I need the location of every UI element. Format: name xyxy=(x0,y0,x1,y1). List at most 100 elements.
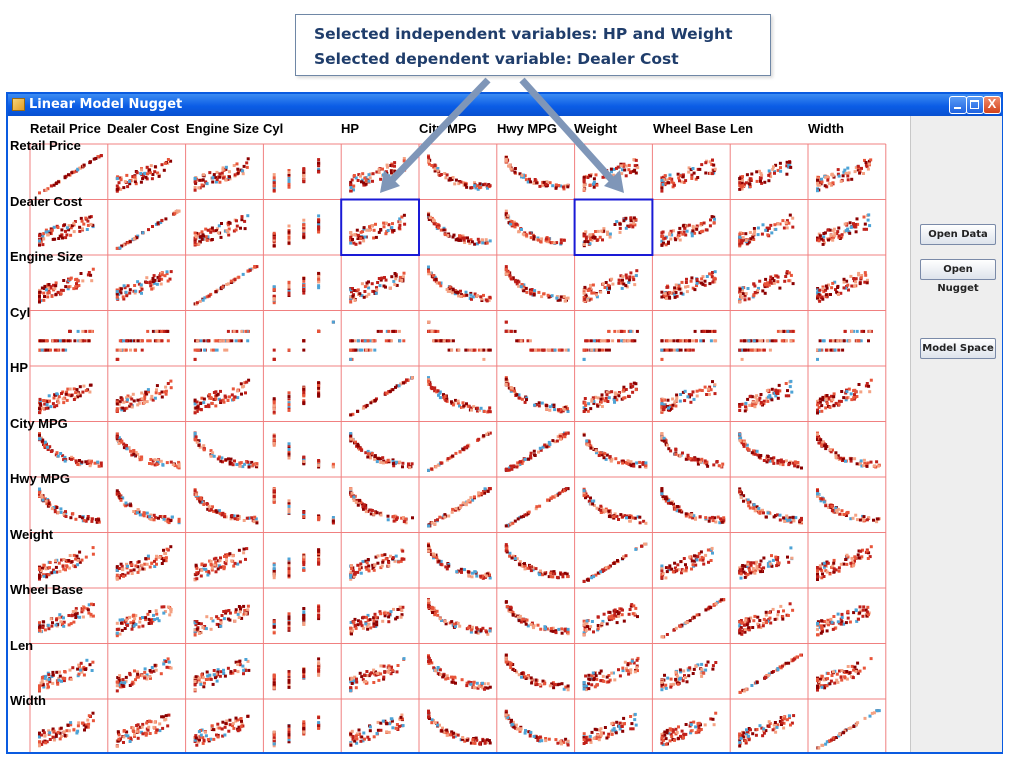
data-point xyxy=(122,243,126,247)
scatter-cell-3-9[interactable] xyxy=(738,329,796,361)
data-point xyxy=(705,460,709,464)
scatterplot-matrix[interactable]: Retail Price Dealer Cost Engine Size Cyl HP C… xyxy=(8,116,910,752)
scatter-cell-4-2[interactable] xyxy=(193,378,251,415)
data-point xyxy=(703,279,707,283)
scatter-cell-4-1[interactable] xyxy=(115,379,173,413)
scatter-cell-4-7[interactable] xyxy=(582,381,638,413)
scatter-cell-5-1[interactable] xyxy=(115,432,181,470)
scatter-cell-2-0[interactable] xyxy=(38,267,95,304)
scatter-cell-5-6[interactable] xyxy=(504,431,570,472)
close-button[interactable]: X xyxy=(983,96,1001,114)
scatter-cell-1-10[interactable] xyxy=(816,213,872,246)
data-point xyxy=(822,241,826,245)
scatter-cell-4-4[interactable] xyxy=(349,376,414,417)
scatter-cell-5-0[interactable] xyxy=(38,432,103,468)
scatter-cell-3-4[interactable] xyxy=(349,329,406,361)
scatter-cell-1-2[interactable] xyxy=(193,214,250,247)
scatter-cell-3-7[interactable] xyxy=(582,329,639,361)
scatter-cell-0-7[interactable] xyxy=(582,158,640,192)
scatter-cell-3-2[interactable] xyxy=(193,329,250,361)
scatter-cell-6-5[interactable] xyxy=(427,487,492,528)
scatter-cell-5-4[interactable] xyxy=(349,432,414,470)
scatter-cell-5-7[interactable] xyxy=(582,432,648,469)
data-point xyxy=(604,397,608,400)
scatter-cell-2-8[interactable] xyxy=(660,270,717,300)
scatter-cell-4-3[interactable] xyxy=(272,381,321,415)
scatter-cell-0-9[interactable] xyxy=(738,160,793,191)
scatter-cell-2-2[interactable] xyxy=(193,265,259,306)
scatter-cell-1-6[interactable] xyxy=(504,209,566,246)
scatter-cell-5-2[interactable] xyxy=(193,431,259,469)
scatter-cell-1-7[interactable] xyxy=(582,216,638,248)
scatter-cell-1-9[interactable] xyxy=(738,213,795,248)
scatter-cell-0-6[interactable] xyxy=(504,155,570,191)
scatter-cell-0-0[interactable] xyxy=(38,154,103,195)
data-point xyxy=(57,180,60,184)
data-point xyxy=(608,232,612,236)
data-point xyxy=(816,399,819,403)
scatter-cell-3-5[interactable] xyxy=(427,320,492,361)
scatter-cell-0-1[interactable] xyxy=(115,158,173,193)
data-point xyxy=(122,408,126,412)
scatter-cell-5-8[interactable] xyxy=(660,432,725,469)
scatter-cell-0-8[interactable] xyxy=(660,158,717,193)
data-point xyxy=(366,339,370,343)
data-point xyxy=(866,167,870,171)
title-bar[interactable]: Linear Model Nugget X xyxy=(8,94,1001,116)
scatter-cell-5-9[interactable] xyxy=(738,432,803,470)
scatter-cell-2-10[interactable] xyxy=(816,271,869,303)
data-point xyxy=(375,460,379,464)
data-point xyxy=(675,398,678,402)
scatter-cell-6-3[interactable] xyxy=(272,487,335,525)
scatter-cell-6-1[interactable] xyxy=(115,489,181,525)
scatter-cell-1-4[interactable] xyxy=(349,213,407,246)
scatter-cell-5-10[interactable] xyxy=(816,431,881,469)
data-point xyxy=(748,182,752,186)
scatter-cell-1-3[interactable] xyxy=(272,214,321,248)
scatter-cell-4-6[interactable] xyxy=(504,376,570,414)
scatter-cell-0-4[interactable] xyxy=(349,157,407,193)
minimize-button[interactable] xyxy=(949,96,967,114)
scatter-cell-4-0[interactable] xyxy=(38,383,93,415)
scatter-cell-3-10[interactable] xyxy=(816,329,873,361)
scatter-cell-2-5[interactable] xyxy=(427,265,492,303)
scatter-cell-2-3[interactable] xyxy=(272,271,321,305)
scatter-cell-0-3[interactable] xyxy=(272,158,321,193)
scatter-cell-4-5[interactable] xyxy=(427,376,492,414)
scatter-cell-1-5[interactable] xyxy=(427,211,492,246)
data-point xyxy=(850,398,854,402)
data-point xyxy=(585,339,589,343)
scatter-cell-2-9[interactable] xyxy=(738,270,795,304)
maximize-button[interactable] xyxy=(966,96,984,114)
scatter-cell-2-6[interactable] xyxy=(504,265,570,303)
scatter-cell-5-5[interactable] xyxy=(427,431,492,472)
scatter-cell-3-1[interactable] xyxy=(115,329,170,361)
scatter-cell-1-0[interactable] xyxy=(38,215,95,247)
scatter-cell-4-8[interactable] xyxy=(660,380,717,414)
scatter-cell-1-8[interactable] xyxy=(660,215,716,247)
scatter-cell-1-1[interactable] xyxy=(115,209,181,250)
scatter-cell-4-10[interactable] xyxy=(816,378,873,415)
scatter-cell-2-4[interactable] xyxy=(349,271,406,304)
scatter-cell-0-5[interactable] xyxy=(427,154,492,191)
scatter-cell-2-1[interactable] xyxy=(115,270,173,301)
scatter-cell-3-3[interactable] xyxy=(272,320,335,361)
scatter-cell-6-2[interactable] xyxy=(193,488,259,525)
data-point xyxy=(356,288,360,292)
scatter-cell-6-0[interactable] xyxy=(38,487,101,524)
scatter-cell-3-6[interactable] xyxy=(504,320,570,352)
scatter-cell-4-9[interactable] xyxy=(738,379,794,413)
scatter-cell-0-2[interactable] xyxy=(193,157,250,192)
data-point xyxy=(218,172,222,176)
data-point xyxy=(847,171,851,175)
data-point xyxy=(302,399,306,403)
data-point xyxy=(624,174,628,178)
scatter-cell-2-7[interactable] xyxy=(582,269,639,303)
scatter-cell-0-10[interactable] xyxy=(816,158,873,193)
scatterplot-matrix-canvas[interactable] xyxy=(8,116,910,752)
scatter-cell-5-3[interactable] xyxy=(272,433,335,469)
data-point xyxy=(99,154,103,158)
scatter-cell-6-4[interactable] xyxy=(349,487,414,525)
scatter-cell-3-8[interactable] xyxy=(660,329,718,361)
scatter-cell-3-0[interactable] xyxy=(38,329,94,352)
